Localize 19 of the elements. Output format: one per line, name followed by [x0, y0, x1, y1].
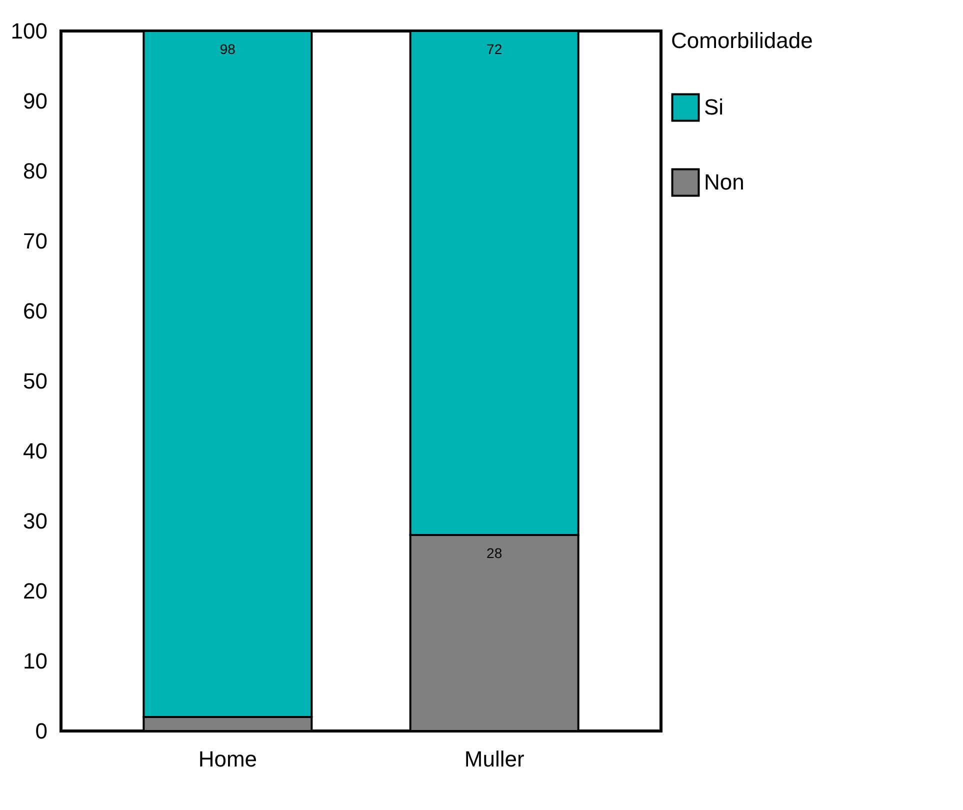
y-tick-label: 70 [23, 228, 48, 254]
legend-title: Comorbilidade [671, 28, 813, 53]
y-tick-label: 100 [10, 18, 48, 44]
y-tick-label: 90 [23, 88, 48, 114]
y-tick-label: 80 [23, 158, 48, 184]
y-tick-label: 30 [23, 508, 48, 534]
y-tick-label: 60 [23, 298, 48, 324]
y-tick-label: 0 [35, 718, 48, 744]
legend-label: Non [704, 170, 744, 194]
y-tick-label: 20 [23, 578, 48, 604]
x-tick-label: Muller [464, 746, 524, 772]
legend-label: Si [704, 94, 724, 120]
y-tick-label: 50 [23, 368, 48, 394]
data-label: 98 [220, 41, 236, 57]
x-tick-label: Home [198, 746, 258, 772]
data-label: 72 [486, 41, 502, 57]
y-tick-label: 40 [23, 438, 48, 464]
y-tick-label: 10 [23, 648, 48, 674]
data-label: 28 [486, 545, 502, 561]
